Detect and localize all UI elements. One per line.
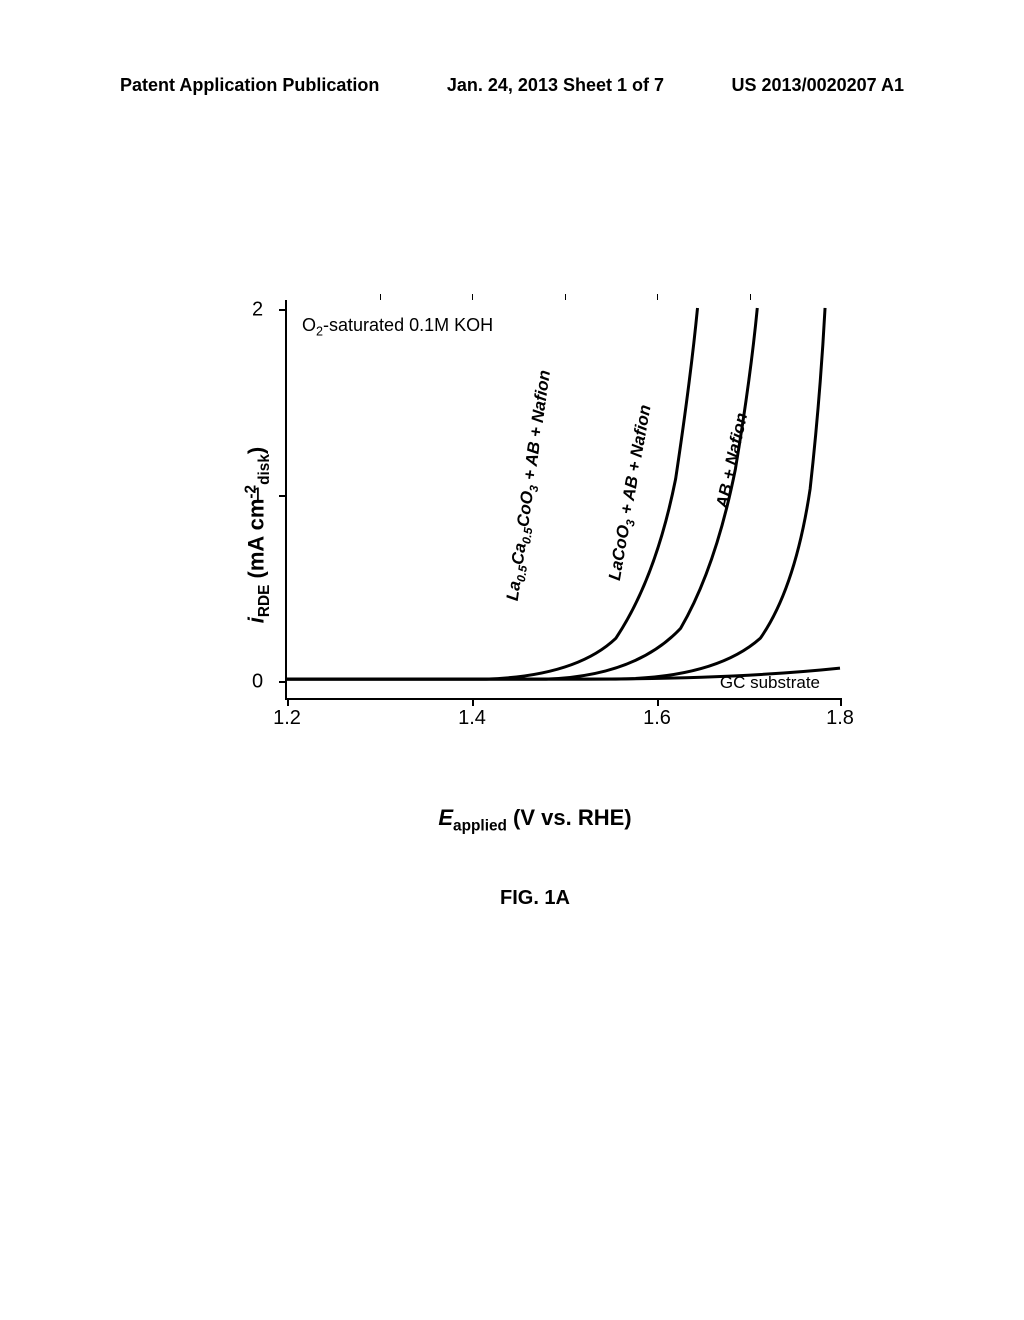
chart-curves xyxy=(287,300,840,698)
x-tick-label-3: 1.8 xyxy=(826,707,854,730)
y-tick-label-1: 1 xyxy=(252,485,263,508)
x-tick xyxy=(840,698,842,706)
chart-container: iRDE (mA cm-2disk) O2-saturated 0.1M KOH… xyxy=(215,290,855,780)
x-tick-label-0: 1.2 xyxy=(273,707,301,730)
x-tick-label-1: 1.4 xyxy=(458,707,486,730)
y-tick xyxy=(279,495,287,497)
y-tick xyxy=(279,681,287,683)
top-tick xyxy=(565,294,566,300)
x-label-unit: (V vs. RHE) xyxy=(507,805,632,830)
x-label-var: E xyxy=(438,805,453,830)
y-label-subunit: disk xyxy=(256,454,273,485)
x-tick xyxy=(287,698,289,706)
top-tick xyxy=(750,294,751,300)
figure-caption: FIG. 1A xyxy=(500,887,570,910)
page-header: Patent Application Publication Jan. 24, … xyxy=(0,75,1024,96)
x-label-sub: applied xyxy=(453,817,507,834)
y-tick-label-0: 0 xyxy=(252,671,263,694)
plot-area: O2-saturated 0.1M KOH La0.5Ca0.5CoO3 + A… xyxy=(285,300,840,700)
x-tick xyxy=(472,698,474,706)
top-tick xyxy=(380,294,381,300)
top-tick xyxy=(657,294,658,300)
x-tick-label-2: 1.6 xyxy=(643,707,671,730)
x-axis-label: Eapplied (V vs. RHE) xyxy=(438,805,631,835)
y-label-var: i xyxy=(244,617,269,623)
header-right: US 2013/0020207 A1 xyxy=(732,75,904,96)
y-label-sub: RDE xyxy=(256,585,273,618)
gc-substrate-label: GC substrate xyxy=(720,673,820,693)
y-tick-label-2: 2 xyxy=(252,299,263,322)
y-label-close: ) xyxy=(244,447,269,454)
x-tick xyxy=(657,698,659,706)
y-axis-label: iRDE (mA cm-2disk) xyxy=(242,447,274,623)
y-tick xyxy=(279,309,287,311)
top-tick xyxy=(472,294,473,300)
header-left: Patent Application Publication xyxy=(120,75,379,96)
header-center: Jan. 24, 2013 Sheet 1 of 7 xyxy=(447,75,664,96)
y-label-unit-open: (mA cm xyxy=(244,499,269,585)
curve-ab-nafion xyxy=(287,308,825,679)
